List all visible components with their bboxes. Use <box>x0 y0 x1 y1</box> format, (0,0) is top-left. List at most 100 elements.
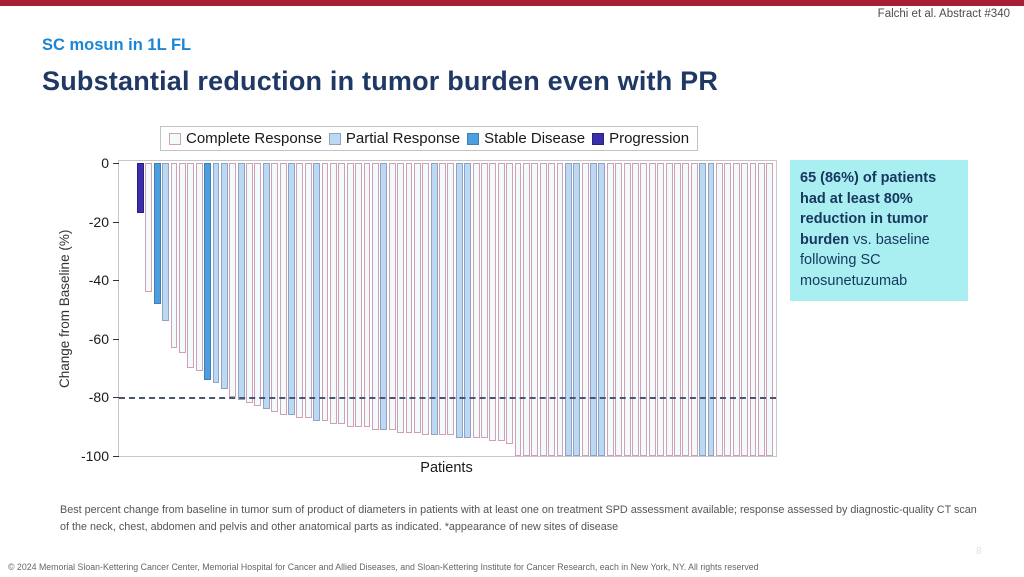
waterfall-bar <box>397 163 404 433</box>
waterfall-bar <box>288 163 295 415</box>
legend-swatch-icon <box>169 132 181 145</box>
waterfall-bar <box>371 163 379 430</box>
waterfall-bar <box>598 163 606 456</box>
waterfall-bar <box>296 163 304 418</box>
legend-label: Partial Response <box>345 130 461 147</box>
waterfall-bar <box>606 163 614 456</box>
page-number: 8 <box>976 546 982 557</box>
waterfall-bar <box>539 163 547 456</box>
waterfall-bar <box>137 163 144 213</box>
waterfall-bar <box>757 163 765 456</box>
waterfall-bar <box>363 163 371 427</box>
waterfall-bar <box>405 163 413 433</box>
waterfall-bar <box>321 163 329 421</box>
legend-label: Stable Disease <box>484 130 586 147</box>
waterfall-bar <box>506 163 514 444</box>
y-axis-title: Change from Baseline (%) <box>57 229 72 388</box>
y-axis-tick-label: -40 <box>88 272 109 289</box>
legend-item-cr: Complete Response <box>169 130 322 147</box>
waterfall-bar <box>439 163 446 435</box>
y-axis-tick-label: -80 <box>88 389 109 406</box>
waterfall-bar <box>162 163 170 321</box>
waterfall-bar <box>640 163 648 456</box>
waterfall-bar <box>699 163 707 456</box>
y-axis-tick <box>113 338 119 340</box>
waterfall-bar <box>665 163 673 456</box>
legend-item-sd: Stable Disease <box>467 130 585 147</box>
waterfall-bar <box>212 163 220 383</box>
waterfall-bar <box>615 163 623 456</box>
waterfall-bar <box>262 163 270 409</box>
waterfall-bar <box>237 163 245 400</box>
citation-text: Falchi et al. Abstract #340 <box>877 8 1010 20</box>
waterfall-bar <box>271 163 279 412</box>
waterfall-bar <box>380 163 388 430</box>
waterfall-bar <box>690 163 698 456</box>
y-axis-tick-label: -60 <box>88 330 109 347</box>
waterfall-bar <box>346 163 354 427</box>
waterfall-bar <box>548 163 556 456</box>
waterfall-bar <box>522 163 530 456</box>
callout-bold-text: 65 (86%) of patients had at least 80% re… <box>800 170 937 248</box>
waterfall-bar <box>741 163 749 456</box>
waterfall-bar <box>229 163 237 397</box>
waterfall-bar <box>413 163 421 433</box>
waterfall-bar <box>220 163 228 389</box>
y-axis-tick <box>113 397 119 399</box>
copyright-text: © 2024 Memorial Sloan-Kettering Cancer C… <box>8 562 759 572</box>
accent-top-bar <box>0 0 1024 6</box>
legend-item-pd: Progression <box>592 130 689 147</box>
waterfall-bar <box>355 163 363 427</box>
waterfall-bar <box>531 163 539 456</box>
waterfall-bar <box>472 163 480 438</box>
waterfall-bar <box>715 163 723 456</box>
waterfall-bar <box>682 163 690 456</box>
waterfall-bar <box>657 163 665 456</box>
waterfall-bar <box>246 163 253 403</box>
waterfall-bar <box>329 163 337 424</box>
footnote-text: Best percent change from baseline in tum… <box>60 504 977 534</box>
waterfall-bar <box>648 163 656 456</box>
waterfall-bar <box>254 163 262 406</box>
waterfall-bar <box>564 163 572 456</box>
waterfall-bar <box>581 163 589 456</box>
waterfall-bar <box>556 163 564 456</box>
reference-line-80pct <box>119 397 776 400</box>
legend-label: Complete Response <box>186 130 322 147</box>
waterfall-bar <box>590 163 597 456</box>
waterfall-bar <box>623 163 631 456</box>
waterfall-bar <box>153 163 161 304</box>
waterfall-bar <box>724 163 732 456</box>
waterfall-bar <box>766 163 774 456</box>
waterfall-bar <box>388 163 396 430</box>
highlight-callout: 65 (86%) of patients had at least 80% re… <box>790 160 968 302</box>
waterfall-bar <box>497 163 505 441</box>
legend-item-pr: Partial Response <box>328 130 461 147</box>
waterfall-bar <box>145 163 153 292</box>
waterfall-bar <box>573 163 581 456</box>
slide-kicker: SC mosun in 1L FL <box>42 36 192 54</box>
legend-swatch-icon <box>467 132 480 145</box>
waterfall-bar <box>304 163 312 418</box>
waterfall-bar <box>749 163 757 456</box>
waterfall-bar <box>279 163 287 415</box>
y-axis-tick <box>113 280 119 282</box>
waterfall-bar <box>481 163 488 438</box>
y-axis-tick-label: -100 <box>80 448 109 464</box>
waterfall-bar <box>422 163 430 435</box>
y-axis-tick-label: -20 <box>88 213 109 230</box>
waterfall-bar <box>632 163 639 456</box>
y-axis-tick <box>113 456 119 457</box>
bars-container <box>137 163 776 456</box>
x-axis-title: Patients <box>420 460 473 476</box>
y-axis-tick <box>113 163 119 164</box>
y-axis-tick <box>113 221 119 223</box>
y-axis-tick-label: 0 <box>101 155 109 171</box>
waterfall-bar <box>674 163 681 456</box>
waterfall-bar <box>204 163 212 380</box>
waterfall-bar <box>313 163 321 421</box>
waterfall-plot: Change from Baseline (%) 0 -20 -40 -60 -80 -1… <box>57 155 777 464</box>
waterfall-bar <box>447 163 455 435</box>
waterfall-bar <box>195 163 203 371</box>
